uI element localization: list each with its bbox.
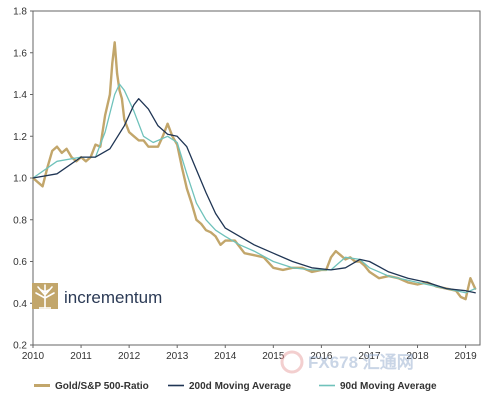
ma200-line [32, 98, 476, 294]
x-tick-label: 2011 [70, 351, 92, 362]
x-tick-label: 2010 [22, 351, 45, 362]
legend-label: 90d Moving Average [340, 381, 437, 392]
watermark-logo-icon [280, 350, 304, 374]
y-tick-label: 1.0 [13, 174, 27, 185]
watermark-text: FX678 汇通网 [308, 353, 414, 372]
tree-icon [32, 283, 58, 309]
y-tick-label: 1.6 [13, 48, 27, 59]
y-tick-label: 1.8 [13, 7, 27, 18]
x-tick-label: 2014 [214, 351, 237, 362]
x-tick-label: 2016 [310, 351, 333, 362]
gold-sp500-ratio-line [31, 41, 477, 301]
x-tick-label: 2015 [262, 351, 285, 362]
x-tick-label: 2017 [358, 351, 381, 362]
legend-label: 200d Moving Average [189, 381, 292, 392]
legend-label: Gold/S&P 500-Ratio [55, 381, 149, 392]
series-lines [31, 41, 477, 301]
y-tick-label: 0.4 [13, 299, 27, 310]
incrementum-logo: incrementum [32, 283, 162, 309]
x-axis-ticks: 2010 2011 2012 2013 2014 2015 2016 2017 2018 2019 [22, 345, 477, 362]
x-tick-label: 2012 [118, 351, 141, 362]
y-tick-label: 1.4 [13, 90, 27, 101]
x-tick-label: 2018 [406, 351, 429, 362]
logo-text: incrementum [64, 288, 162, 307]
y-tick-label: 0.2 [13, 341, 27, 352]
fx678-watermark: FX678 汇通网 [280, 350, 414, 374]
y-tick-label: 0.6 [13, 257, 27, 268]
x-tick-label: 2019 [454, 351, 477, 362]
y-tick-label: 1.2 [13, 132, 27, 143]
x-tick-label: 2013 [166, 351, 189, 362]
y-axis-ticks: 0.2 0.4 0.6 0.8 1.0 1.2 1.4 1.6 1.8 [13, 7, 33, 352]
ma90-line [32, 83, 476, 294]
y-tick-label: 0.8 [13, 215, 27, 226]
legend: Gold/S&P 500-Ratio 200d Moving Average 90d… [34, 381, 437, 392]
